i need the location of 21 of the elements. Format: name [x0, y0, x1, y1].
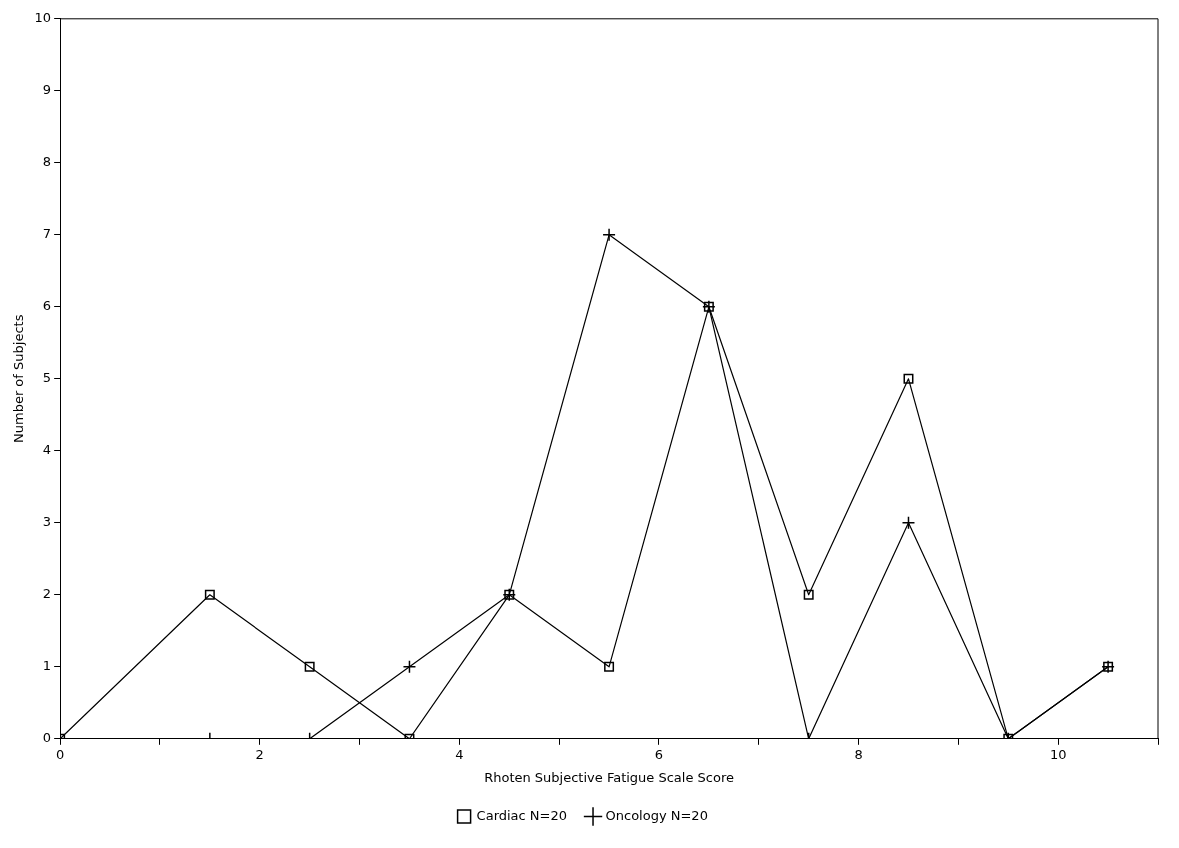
x-tick-label: 2: [255, 746, 264, 762]
x-tick-label: 10: [1049, 746, 1067, 762]
x-tick-label: 6: [654, 746, 664, 762]
x-tick-label: 8: [854, 746, 863, 762]
x-axis-title: Rhoten Subjective Fatigue Scale Score: [484, 769, 734, 785]
x-tick-label: 0: [56, 746, 65, 762]
y-tick-label: 8: [42, 154, 52, 170]
y-tick-label: 4: [42, 442, 52, 458]
y-axis-title: Number of Subjects: [11, 314, 27, 443]
y-tick-label: 10: [34, 10, 52, 26]
y-tick-label: 1: [42, 658, 52, 674]
legend-label: Cardiac N=20: [476, 807, 568, 823]
y-tick-label: 6: [42, 298, 52, 314]
y-tick-label: 0: [42, 730, 52, 746]
y-tick-label: 5: [42, 370, 52, 386]
y-tick-label: 2: [42, 586, 52, 602]
y-tick-label: 9: [42, 82, 52, 98]
y-tick-label: 7: [42, 226, 52, 242]
legend-label: Oncology N=20: [605, 807, 708, 823]
x-tick-label: 4: [455, 746, 464, 762]
y-tick-label: 3: [42, 514, 52, 530]
